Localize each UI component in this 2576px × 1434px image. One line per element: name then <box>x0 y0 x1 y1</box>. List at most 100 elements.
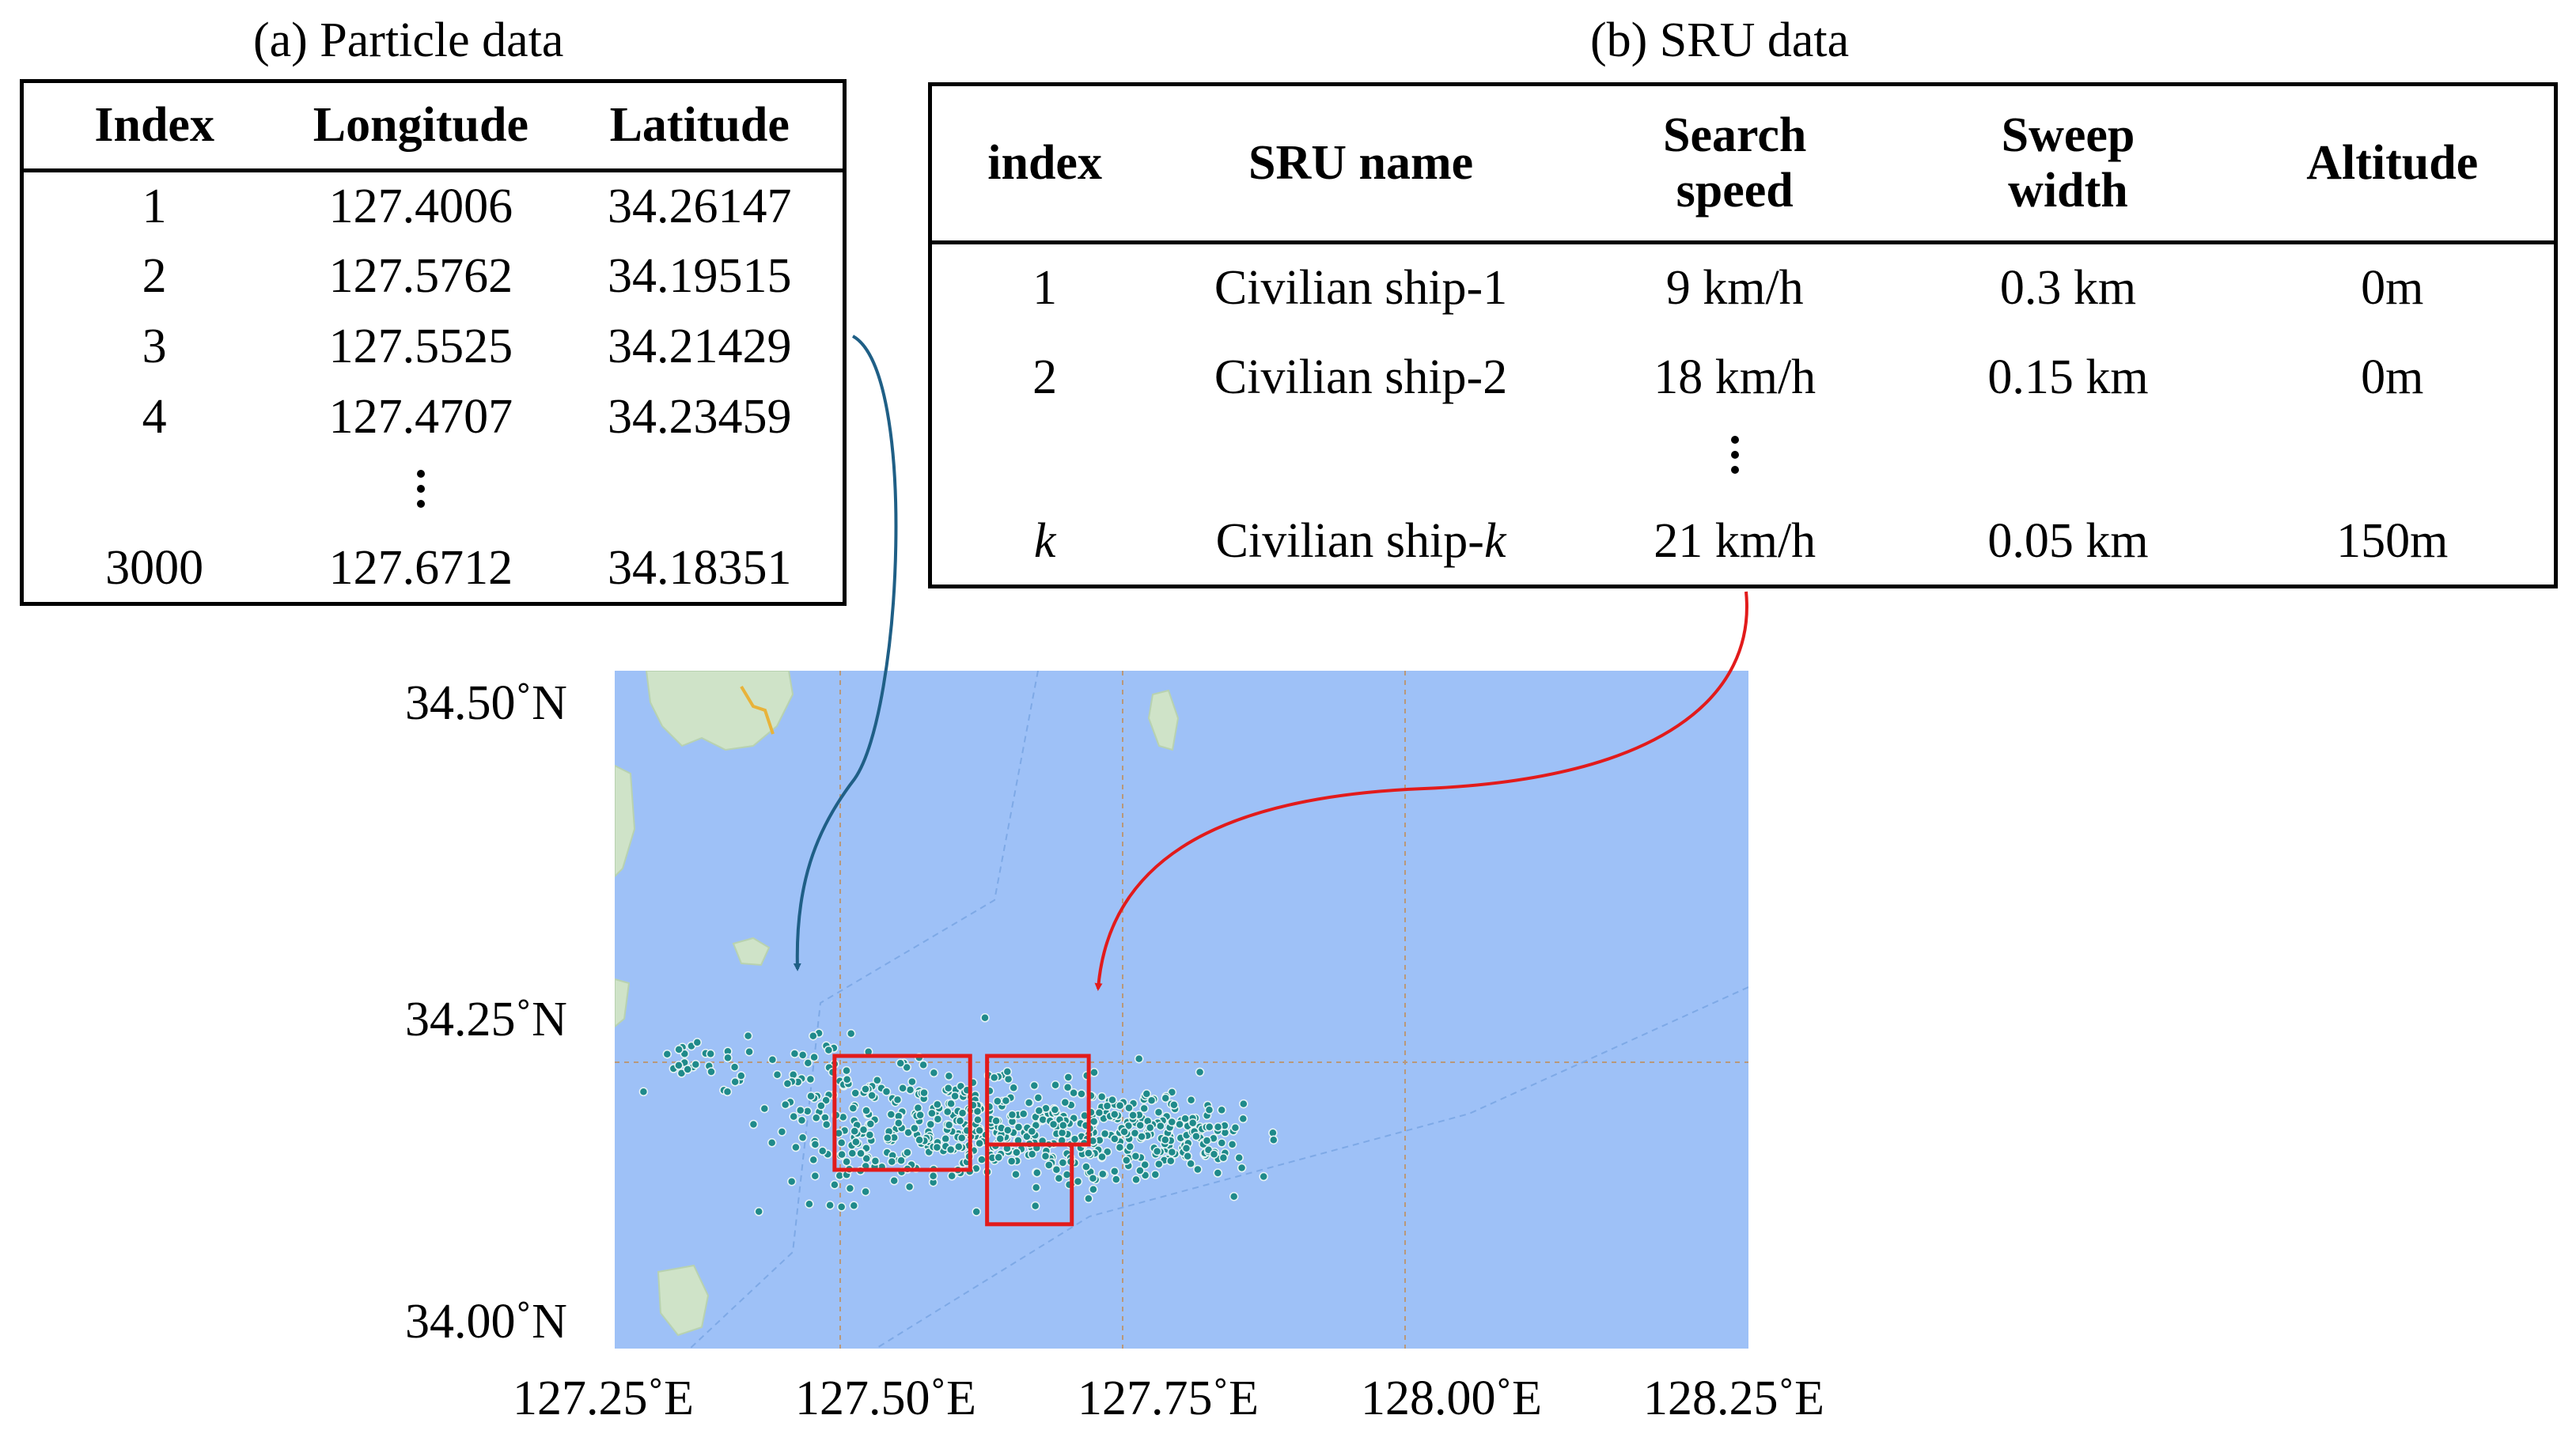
particle-point <box>810 1171 820 1181</box>
particle-point <box>1150 1170 1161 1179</box>
particle-point <box>896 1156 906 1165</box>
particle-point <box>975 1138 984 1148</box>
particle-point <box>1003 1074 1013 1084</box>
sru-altitude: 0m <box>2361 350 2424 404</box>
particle-point <box>856 1148 866 1159</box>
particle-point <box>1100 1129 1110 1139</box>
particle-point <box>767 1055 778 1065</box>
particle-point <box>1060 1098 1070 1107</box>
particle-point <box>1218 1153 1229 1163</box>
particle-point <box>887 1156 897 1167</box>
particle-point <box>850 1088 860 1098</box>
particle-point <box>683 1065 692 1074</box>
particle-point <box>1188 1118 1198 1128</box>
particle-point <box>1051 1164 1062 1175</box>
lon-tick-label: 127.75˚E <box>1078 1372 1260 1425</box>
particle-point <box>866 1119 876 1129</box>
particle-point <box>1142 1089 1152 1099</box>
particle-point <box>892 1095 903 1105</box>
particle-point <box>825 1201 835 1210</box>
particle-point <box>830 1180 839 1190</box>
particle-point <box>942 1107 953 1117</box>
island-shape <box>657 1264 710 1337</box>
particle-point <box>707 1067 716 1076</box>
particle-point <box>1032 1168 1042 1178</box>
particle-point <box>806 1092 816 1101</box>
particle-point <box>919 1060 928 1070</box>
particle-point <box>929 1068 939 1078</box>
particle-point <box>1161 1093 1170 1103</box>
particle-point <box>1131 1151 1141 1161</box>
particle-point <box>1088 1173 1098 1183</box>
particle-point <box>1102 1101 1112 1111</box>
particle-point <box>1167 1147 1177 1157</box>
particle-point <box>1180 1114 1190 1124</box>
particle-point <box>777 1127 787 1137</box>
particle-index: 3000 <box>105 540 204 595</box>
particle-point <box>894 1118 903 1128</box>
particle-point <box>797 1133 808 1143</box>
particle-point <box>1044 1160 1054 1170</box>
particle-index: 4 <box>142 390 167 444</box>
particle-point <box>1058 1158 1068 1167</box>
particle-point <box>1034 1106 1044 1116</box>
particle-point <box>898 1084 907 1093</box>
particle-point <box>955 1116 965 1126</box>
header-longitude: Longitude <box>285 81 557 172</box>
particle-point <box>1012 1148 1021 1157</box>
particle-point <box>1097 1092 1107 1102</box>
particle-point <box>1040 1151 1051 1161</box>
particle-point <box>870 1156 881 1166</box>
particle-point <box>861 1186 870 1197</box>
particle-point <box>795 1105 805 1115</box>
lat-tick-label: 34.50˚N <box>405 676 567 730</box>
particle-point <box>1125 1142 1135 1152</box>
particle-point <box>1237 1163 1247 1173</box>
particle-point <box>932 1142 942 1152</box>
particle-point <box>1024 1098 1034 1107</box>
particle-point <box>848 1103 858 1113</box>
header-latitude: Latitude <box>556 81 845 172</box>
sru-sweep-width: 0.15 km <box>1987 350 2149 404</box>
sea-area <box>615 671 1748 1349</box>
particle-point <box>824 1045 834 1055</box>
particle-point <box>1073 1177 1083 1186</box>
particle-point <box>865 1130 875 1140</box>
particle-point <box>1031 1182 1041 1193</box>
particle-point <box>905 1085 915 1095</box>
particle-point <box>691 1060 701 1069</box>
particle-point <box>954 1141 964 1152</box>
particle-point <box>692 1038 703 1047</box>
particle-point <box>1161 1135 1170 1145</box>
particle-point <box>903 1128 913 1137</box>
particle-point <box>1122 1156 1131 1165</box>
particle-longitude: 127.5762 <box>328 249 513 303</box>
particle-point <box>782 1079 793 1088</box>
particle-point <box>723 1053 733 1063</box>
header-search-speed: Search speed <box>1563 84 1906 244</box>
particle-point <box>809 1052 819 1062</box>
particle-point <box>1230 1122 1241 1133</box>
lat-tick-label: 34.25˚N <box>405 993 567 1046</box>
particle-point <box>1204 1105 1214 1114</box>
land-masses <box>615 671 1180 1337</box>
particle-point <box>754 1207 763 1216</box>
table-row: 1 127.4006 34.26147 <box>22 171 845 241</box>
particle-point <box>950 1092 960 1101</box>
particle-latitude: 34.26147 <box>607 180 792 234</box>
particle-point <box>743 1031 753 1041</box>
particle-point <box>1006 1156 1017 1166</box>
particle-point <box>706 1049 715 1059</box>
vertical-ellipsis-icon <box>1730 433 1740 477</box>
particle-point <box>1186 1159 1195 1168</box>
particle-point <box>945 1145 956 1155</box>
particle-point <box>933 1099 942 1110</box>
particle-point <box>1239 1099 1248 1109</box>
particle-point <box>737 1071 746 1080</box>
table-row: 2 Civilian ship-2 18 km/h 0.15 km 0m <box>930 332 2556 422</box>
particle-point <box>1234 1153 1244 1163</box>
particle-point <box>1007 1110 1017 1120</box>
particle-point <box>991 1116 1001 1126</box>
particle-latitude: 34.19515 <box>607 249 792 303</box>
sru-altitude: 0m <box>2361 261 2424 316</box>
